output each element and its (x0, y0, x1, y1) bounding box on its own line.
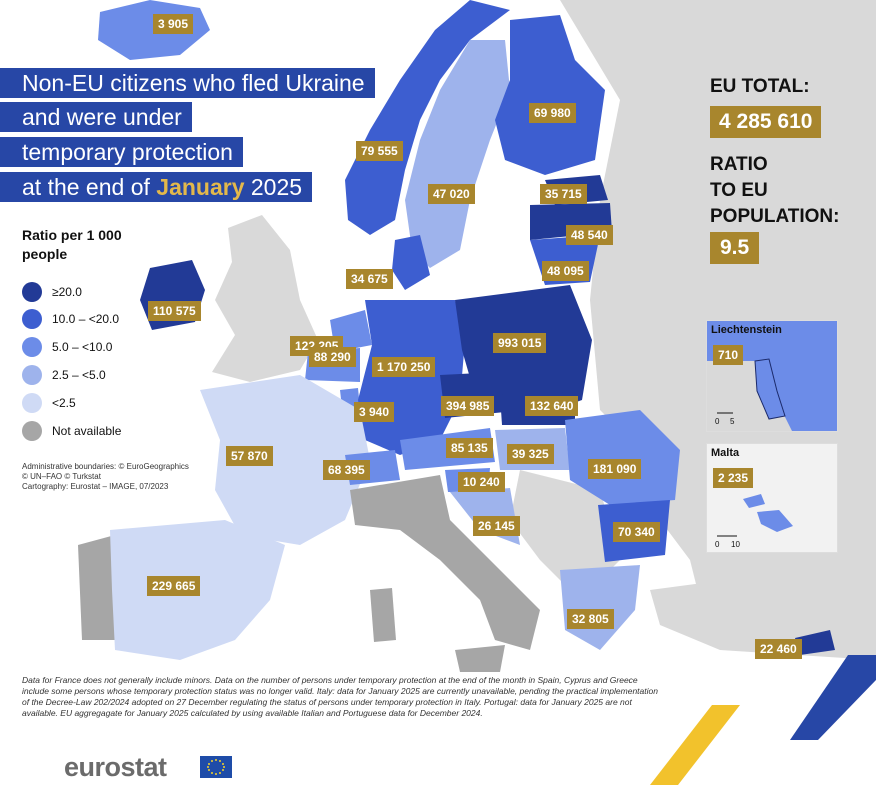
title-year: 2025 (250, 174, 303, 200)
title-month: January (156, 174, 245, 200)
liechtenstein-shape (707, 321, 837, 431)
legend-label: 5.0 – <10.0 (52, 340, 113, 354)
scale-label: 0 (715, 417, 720, 426)
eu-total-label: EU TOTAL: (710, 76, 810, 97)
legend-title: Ratio per 1 000 people (22, 227, 122, 262)
legend-label: Not available (52, 424, 122, 438)
decorative-blue-stripe (790, 655, 876, 740)
value-label-finland: 69 980 (529, 103, 576, 123)
value-label-slovakia: 132 640 (525, 396, 579, 416)
value-label-bulgaria: 70 340 (613, 522, 660, 542)
legend-item: ≥20.0 (22, 282, 82, 302)
value-label-sweden: 47 020 (428, 184, 475, 204)
malta-inset: Malta 2 235 0 10 (706, 443, 838, 553)
map-sicily (455, 645, 505, 672)
value-label-switzerland: 68 395 (323, 460, 370, 480)
map-balkans (510, 470, 620, 600)
value-label-poland: 993 015 (493, 333, 547, 353)
scale-label: 5 (730, 417, 735, 426)
value-label-greece: 32 805 (567, 609, 614, 629)
legend-item: 2.5 – <5.0 (22, 365, 106, 385)
eu-flag-icon (200, 756, 232, 778)
credit-line: Cartography: Eurostat – IMAGE, 07/2023 (22, 482, 169, 491)
value-label-croatia: 26 145 (473, 516, 520, 536)
legend-item: Not available (22, 421, 121, 441)
ratio-value: 9.5 (710, 232, 760, 264)
value-label-austria: 85 135 (446, 438, 493, 458)
map-romania (565, 410, 680, 505)
title-line-1: Non-EU citizens who fled Ukraine (0, 68, 375, 98)
value-label-belgium: 88 290 (309, 347, 356, 367)
map-france (200, 375, 370, 545)
malta-shape (717, 494, 793, 537)
legend-item: <2.5 (22, 393, 76, 413)
value-label-spain: 229 665 (147, 576, 201, 596)
ratio-label: RATIO TO EU POPULATION: (710, 154, 840, 227)
value-label-lithuania: 48 095 (542, 261, 589, 281)
legend-label: 2.5 – <5.0 (52, 368, 106, 382)
value-label-denmark: 34 675 (346, 269, 393, 289)
legend-swatch (22, 393, 42, 413)
legend-swatch (22, 421, 42, 441)
value-label-norway: 79 555 (356, 141, 403, 161)
title-line-3: temporary protection (0, 137, 243, 167)
value-label-latvia: 48 540 (566, 225, 613, 245)
value-label-malta: 2 235 (713, 468, 754, 488)
legend-swatch (22, 337, 42, 357)
value-label-iceland: 3 905 (153, 14, 194, 34)
map-cyprus (795, 630, 835, 655)
scale-label: 10 (731, 540, 740, 549)
legend-label: ≥20.0 (52, 285, 82, 299)
value-label-france: 57 870 (226, 446, 273, 466)
map-credits: Administrative boundaries: © EuroGeograp… (22, 462, 222, 492)
map-sardinia (370, 588, 396, 642)
map-portugal (78, 535, 115, 640)
map-sweden (405, 40, 510, 268)
legend-label: <2.5 (52, 396, 76, 410)
legend-item: 5.0 – <10.0 (22, 337, 112, 357)
value-label-romania: 181 090 (588, 459, 642, 479)
eurostat-logo: eurostat (64, 752, 167, 782)
eu-total-value: 4 285 610 (710, 106, 822, 138)
legend-swatch (22, 365, 42, 385)
value-label-cyprus: 22 460 (755, 639, 802, 659)
map-denmark (392, 235, 430, 290)
value-label-germany: 1 170 250 (372, 357, 436, 377)
title-prefix: at the end of (22, 174, 150, 200)
credit-line: © UN–FAO © Turkstat (22, 472, 101, 481)
legend-item: 10.0 – <20.0 (22, 309, 119, 329)
value-label-liechtenstein: 710 (713, 345, 744, 365)
title-line-2: and were under (0, 102, 192, 132)
inset-title: Malta (711, 447, 740, 459)
value-label-ireland: 110 575 (148, 301, 201, 321)
legend-label: 10.0 – <20.0 (52, 312, 120, 326)
inset-title: Liechtenstein (711, 324, 782, 336)
credit-line: Administrative boundaries: © EuroGeograp… (22, 462, 189, 471)
map-norway (345, 0, 510, 235)
liechtenstein-inset: Liechtenstein 710 0 5 (706, 320, 838, 432)
scale-label: 0 (715, 540, 720, 549)
footnotes: Data for France does not generally inclu… (22, 675, 658, 718)
map-finland (495, 15, 605, 175)
value-label-hungary: 39 325 (507, 444, 554, 464)
value-label-estonia: 35 715 (540, 184, 587, 204)
value-label-luxembourg: 3 940 (354, 402, 395, 422)
value-label-czechia: 394 985 (441, 396, 495, 416)
legend-swatch (22, 282, 42, 302)
title-line-4: at the end of January 2025 (0, 172, 313, 202)
legend-swatch (22, 309, 42, 329)
value-label-slovenia: 10 240 (458, 472, 505, 492)
map-italy (350, 475, 540, 650)
decorative-yellow-stripe (650, 705, 740, 785)
